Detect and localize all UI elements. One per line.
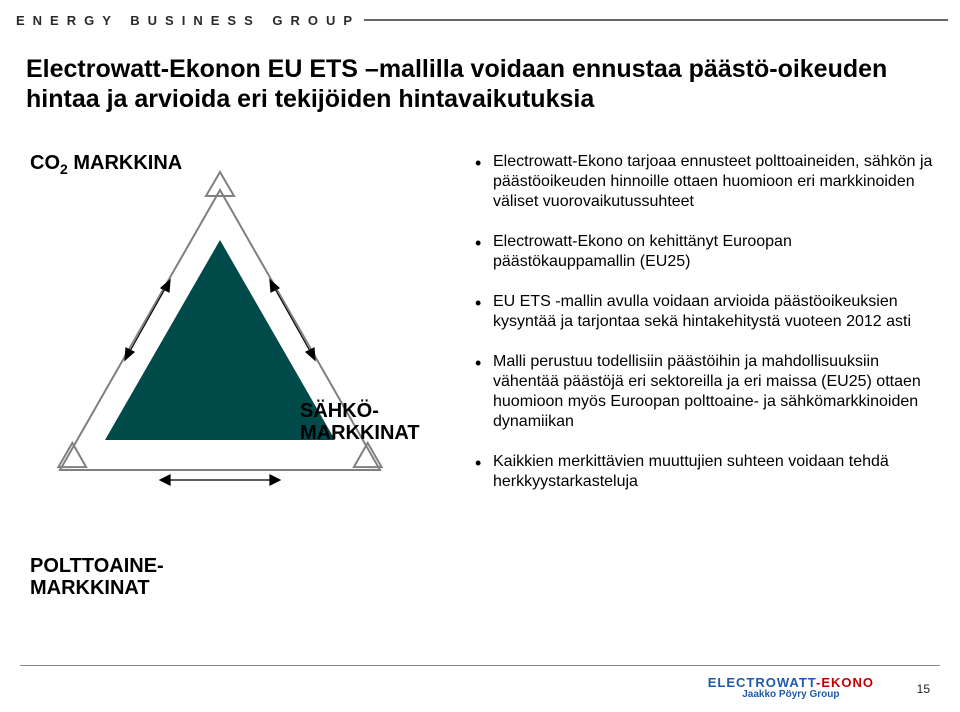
header-brand: ENERGY BUSINESS GROUP bbox=[12, 13, 360, 28]
logo-text-blue: ELECTROWATT bbox=[708, 675, 816, 690]
footer-rule bbox=[20, 665, 940, 666]
header-bar: ENERGY BUSINESS GROUP bbox=[12, 10, 948, 30]
bullet-item: EU ETS -mallin avulla voidaan arvioida p… bbox=[475, 292, 935, 332]
page-number: 15 bbox=[917, 682, 930, 696]
diagram-label-bottom-left: POLTTOAINE-MARKKINAT bbox=[30, 555, 164, 599]
bullet-item: Malli perustuu todellisiin päästöihin ja… bbox=[475, 352, 935, 432]
slide-title: Electrowatt-Ekonon EU ETS –mallilla void… bbox=[26, 54, 926, 114]
bullet-item: Electrowatt-Ekono on kehittänyt Euroopan… bbox=[475, 232, 935, 272]
bullet-item: Kaikkien merkittävien muuttujien suhteen… bbox=[475, 452, 935, 492]
bullet-list: Electrowatt-Ekono tarjoaa ennusteet polt… bbox=[475, 152, 935, 512]
logo-text-red: -EKONO bbox=[816, 675, 874, 690]
diagram-label-bottom-right: SÄHKÖ-MARKKINAT bbox=[300, 400, 420, 444]
logo-subtext: Jaakko Pöyry Group bbox=[708, 690, 874, 700]
header-rule bbox=[364, 19, 948, 21]
triangle-diagram bbox=[30, 170, 410, 600]
footer-logo: ELECTROWATT-EKONO Jaakko Pöyry Group bbox=[708, 676, 874, 700]
bullet-item: Electrowatt-Ekono tarjoaa ennusteet polt… bbox=[475, 152, 935, 212]
